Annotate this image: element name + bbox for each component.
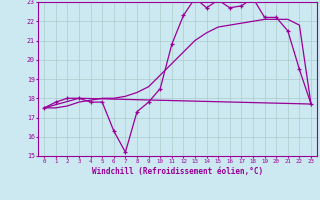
X-axis label: Windchill (Refroidissement éolien,°C): Windchill (Refroidissement éolien,°C) xyxy=(92,167,263,176)
